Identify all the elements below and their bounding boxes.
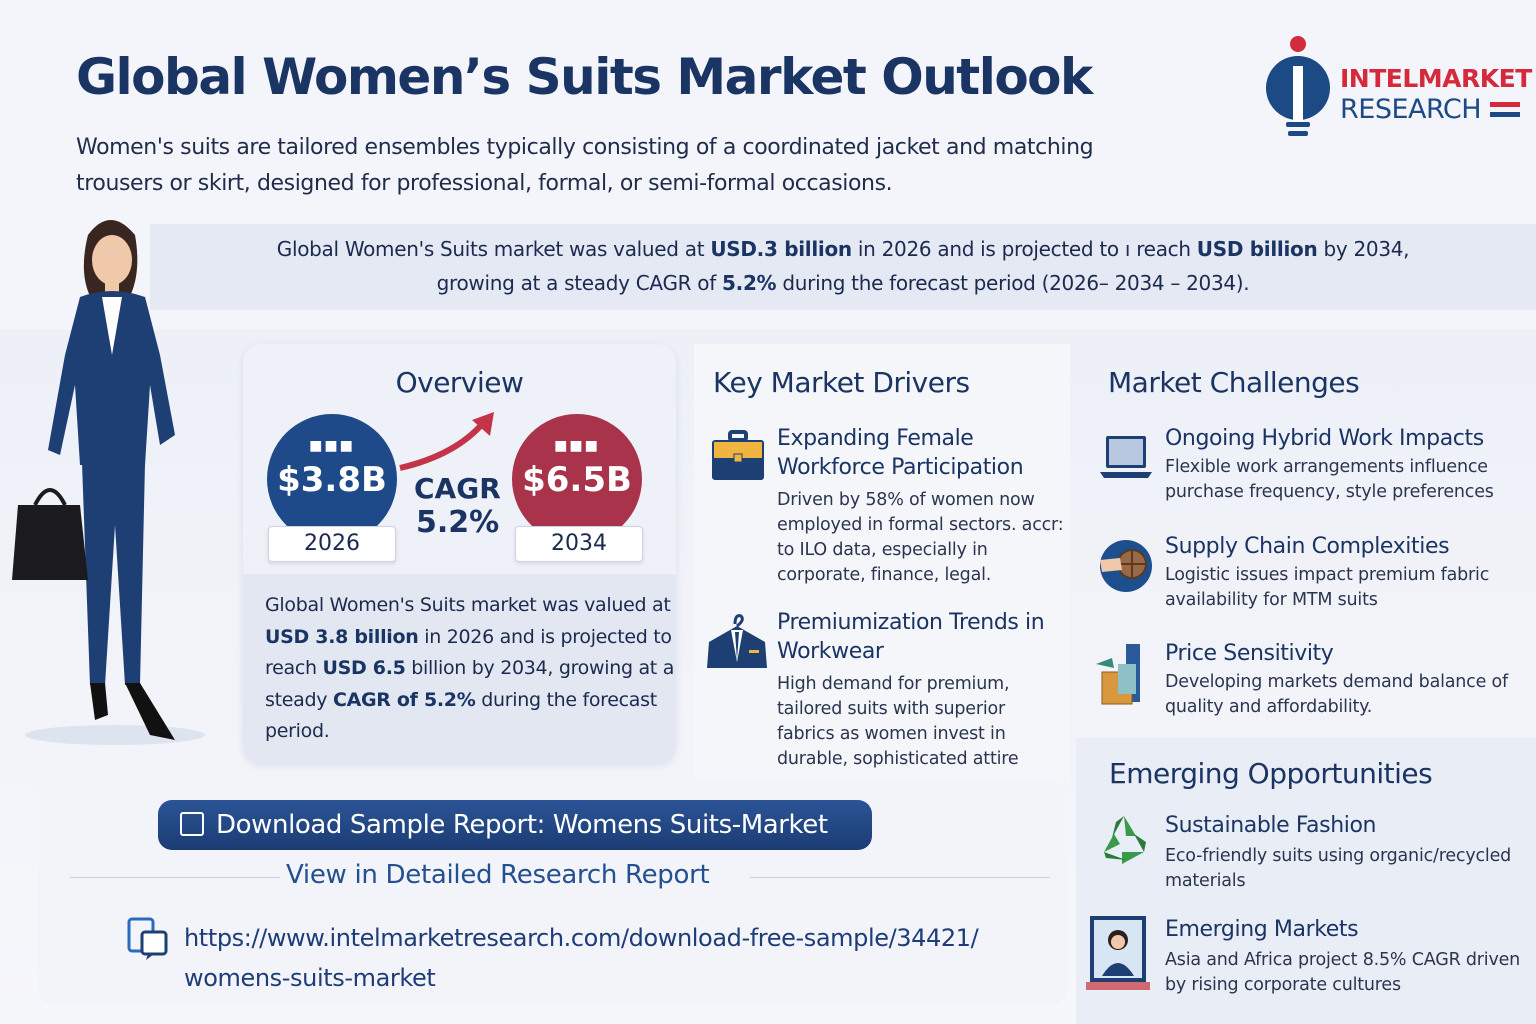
url-line2[interactable]: womens-suits-market — [184, 964, 436, 992]
logo-bar-blue — [1490, 112, 1520, 117]
recycle-icon — [1104, 816, 1146, 864]
opportunities-title: Emerging Opportunities — [1109, 757, 1433, 790]
price-boxes-icon — [1096, 644, 1140, 705]
ov-text: Global Women's Suits market was valued a… — [265, 594, 671, 616]
challenge-item: Supply Chain Complexities Logistic issue… — [1165, 532, 1530, 613]
laptop-icon — [1100, 436, 1152, 478]
briefcase-icon — [712, 430, 764, 480]
summary-text: in 2026 and is projected to ı reach — [851, 237, 1197, 261]
challenge-desc: Logistic issues impact premium fabric av… — [1165, 565, 1490, 610]
summary-bold: USD billion — [1196, 237, 1318, 261]
overview-text: Global Women's Suits market was valued a… — [265, 590, 675, 748]
logo-bar-red — [1490, 102, 1520, 107]
opportunity-title: Sustainable Fashion — [1165, 813, 1377, 838]
view-report-link[interactable]: View in Detailed Research Report — [286, 860, 710, 890]
growth-arrow-icon — [399, 412, 494, 471]
opportunity-item: Sustainable Fashion Eco-friendly suits u… — [1165, 811, 1530, 894]
opportunity-item: Emerging Markets Asia and Africa project… — [1165, 915, 1530, 998]
end-value: $6.5B — [522, 460, 632, 500]
start-value-circle: ■■■ $3.8B — [267, 414, 397, 544]
document-link-icon — [127, 917, 168, 960]
start-year: 2026 — [268, 526, 396, 562]
drivers-title: Key Market Drivers — [713, 366, 970, 399]
ov-text: during the forecast period. — [265, 688, 657, 743]
challenge-title: Price Sensitivity — [1165, 641, 1334, 666]
url-line1[interactable]: https://www.intelmarketresearch.com/down… — [184, 924, 979, 952]
driver-item: Premiumization Trends in Workwear High d… — [777, 608, 1067, 772]
summary-text: growing at a steady CAGR of — [436, 271, 723, 295]
end-year: 2034 — [515, 526, 643, 562]
businesswoman-illustration — [12, 220, 205, 745]
ov-bold: USD 6.5 — [322, 657, 406, 679]
logo-line1: INTELMARKET — [1340, 64, 1532, 93]
cagr-label: CAGR — [414, 472, 501, 505]
opportunity-desc: Eco-friendly suits using organic/recycle… — [1165, 846, 1512, 891]
lightbulb-logo-icon — [1266, 36, 1330, 136]
ov-bold: USD 3.8 billion — [265, 625, 419, 648]
overview-text-panel — [243, 574, 676, 764]
ov-text: in 2026 and is projected to reach — [265, 625, 672, 680]
cagr-value: 5.2% — [416, 505, 500, 540]
download-sample-button[interactable]: Download Sample Report: Womens Suits-Mar… — [158, 800, 872, 850]
challenge-item: Ongoing Hybrid Work Impacts Flexible wor… — [1165, 424, 1530, 505]
report-url-link[interactable]: https://www.intelmarketresearch.com/down… — [184, 918, 979, 998]
suit-hanger-icon — [707, 614, 767, 668]
drivers-card — [694, 344, 1070, 784]
summary-band: Global Women's Suits market was valued a… — [150, 224, 1536, 310]
download-label: Download Sample Report: Womens Suits-Mar… — [216, 810, 828, 840]
opportunities-card — [1076, 738, 1536, 1024]
end-value-circle: ■■■ $6.5B — [512, 414, 642, 544]
summary-text: during the forecast period (2026– 2034 –… — [776, 271, 1250, 295]
challenge-desc: Developing markets demand balance of qua… — [1165, 672, 1508, 717]
summary-text: by 2034, — [1317, 237, 1410, 261]
challenge-title: Ongoing Hybrid Work Impacts — [1165, 426, 1484, 451]
summary-bold: 5.2% — [722, 271, 777, 295]
challenge-desc: Flexible work arrangements influence pur… — [1165, 457, 1494, 502]
globe-box-icon — [1100, 540, 1152, 592]
driver-title: Premiumization Trends in Workwear — [777, 610, 1045, 664]
divider — [70, 877, 280, 878]
driver-title: Expanding Female Workforce Participation — [777, 426, 1024, 480]
opportunity-desc: Asia and Africa project 8.5% CAGR driven… — [1165, 950, 1521, 995]
page-title: Global Women’s Suits Market Outlook — [76, 48, 1093, 106]
challenge-item: Price Sensitivity Developing markets dem… — [1165, 639, 1530, 720]
overview-title: Overview — [395, 366, 524, 399]
dots-icon: ■■■ — [554, 438, 600, 454]
intro-text: Women's suits are tailored ensembles typ… — [76, 135, 1094, 196]
ov-text: billion by 2034, growing at a steady — [265, 657, 675, 711]
driver-desc: Driven by 58% of women now employed in f… — [777, 490, 1064, 585]
dots-icon: ■■■ — [309, 438, 355, 454]
driver-desc: High demand for premium, tailored suits … — [777, 674, 1019, 769]
divider — [750, 877, 1050, 878]
download-icon — [180, 812, 204, 836]
driver-item: Expanding Female Workforce Participation… — [777, 424, 1067, 588]
challenges-title: Market Challenges — [1108, 366, 1360, 399]
logo-line2: RESEARCH — [1340, 94, 1482, 125]
summary-bold: USD.3 billion — [710, 237, 852, 261]
summary-text: Global Women's Suits market was valued a… — [276, 237, 711, 261]
ov-bold: CAGR of 5.2% — [332, 688, 476, 711]
challenge-title: Supply Chain Complexities — [1165, 534, 1450, 559]
start-value: $3.8B — [277, 460, 387, 500]
logo: INTELMARKET RESEARCH — [1262, 36, 1532, 146]
opportunity-title: Emerging Markets — [1165, 917, 1359, 942]
businesswoman-portrait-icon — [1086, 916, 1150, 990]
